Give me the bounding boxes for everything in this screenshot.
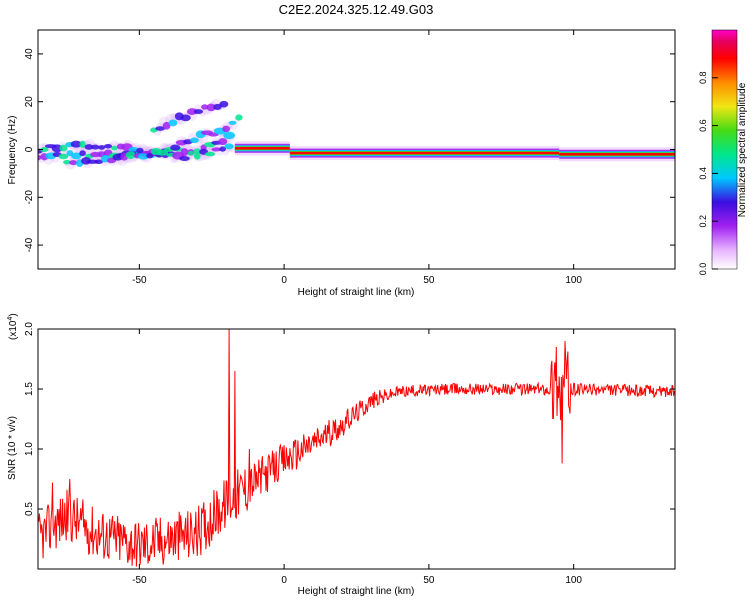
ridge-blob bbox=[63, 159, 71, 165]
y-tick-label: -40 bbox=[24, 237, 35, 252]
ridge-blob bbox=[162, 121, 171, 130]
ridge-blob bbox=[58, 153, 69, 160]
spectrogram-plot bbox=[38, 98, 675, 170]
ridge-blob bbox=[94, 159, 104, 164]
ridge-blob bbox=[204, 151, 216, 157]
ridge-blob bbox=[179, 155, 190, 162]
ridge-blob bbox=[40, 147, 49, 153]
ridge-blob bbox=[193, 152, 201, 160]
snr-ylabel: SNR (10 * v/v) bbox=[7, 416, 18, 480]
spectrogram-axes: -50 0 50 100 -40 -20 0 20 40 bbox=[24, 30, 675, 286]
ridge-blob bbox=[170, 144, 181, 151]
y-tick-label: 0 bbox=[24, 146, 35, 152]
ridge-blob bbox=[224, 143, 234, 150]
ridge-blob bbox=[219, 100, 229, 108]
ridge-blob bbox=[189, 137, 199, 144]
colorbar-tick-label: 0.8 bbox=[698, 72, 708, 85]
snr-frame bbox=[37, 328, 676, 570]
ridge-blob bbox=[128, 146, 139, 152]
ridge-blob bbox=[69, 160, 78, 166]
ridge-blob bbox=[91, 144, 100, 150]
band-segment bbox=[289, 151, 560, 155]
y-tick-label: 0.5 bbox=[24, 502, 35, 516]
ridge-blob bbox=[218, 138, 228, 146]
spectrogram-xlabel: Height of straight line (km) bbox=[298, 287, 415, 298]
ridge-blob bbox=[168, 119, 178, 127]
y-tick-label: 1.5 bbox=[24, 382, 35, 396]
ridge-blob bbox=[187, 150, 195, 156]
snr-line bbox=[38, 329, 675, 567]
ridge-blob bbox=[125, 151, 136, 160]
ridge-blob bbox=[156, 149, 169, 156]
colorbar-tick-label: 0.0 bbox=[698, 263, 708, 276]
ridge-blob bbox=[193, 109, 203, 115]
ridge-blob bbox=[201, 104, 209, 110]
snr-axes: -50 0 50 100 0.5 1.0 1.5 2.0 bbox=[24, 322, 675, 586]
ridge-blob bbox=[223, 131, 236, 140]
x-tick-label: -50 bbox=[132, 275, 147, 286]
ridge-blob bbox=[186, 108, 198, 116]
ridge-blob bbox=[51, 144, 63, 153]
colorbar-tick-label: 0.4 bbox=[698, 167, 708, 180]
snr-plot bbox=[38, 329, 675, 567]
x-tick-label: 50 bbox=[423, 575, 435, 586]
y-tick-label: 2.0 bbox=[24, 322, 35, 336]
ridge-blob bbox=[219, 146, 227, 152]
ridge-blob bbox=[235, 114, 243, 121]
ridge-blob bbox=[84, 144, 94, 150]
y-tick-label: 40 bbox=[24, 48, 35, 60]
ridge-blob bbox=[98, 145, 106, 150]
band-segment bbox=[559, 153, 675, 156]
colorbar bbox=[711, 29, 738, 270]
ridge-blob bbox=[111, 145, 118, 151]
ridge-blob bbox=[155, 126, 166, 131]
ridge-blob bbox=[70, 140, 82, 148]
ridge-blob bbox=[104, 144, 113, 149]
x-tick-label: 0 bbox=[281, 275, 287, 286]
ridge-blob bbox=[79, 150, 86, 157]
ridge-blob bbox=[146, 153, 154, 159]
ridge-blob bbox=[193, 148, 202, 155]
ridge-blob bbox=[112, 153, 124, 161]
ridge-blob bbox=[70, 152, 82, 160]
colorbar-tick-label: 0.6 bbox=[698, 119, 708, 132]
colorbar-label: Normalized spectral amplitude bbox=[737, 82, 748, 217]
ridge-blob bbox=[206, 103, 216, 112]
ridge-blob bbox=[79, 140, 86, 148]
colorbar-ticks: 0.0 0.2 0.4 0.6 0.8 bbox=[698, 72, 718, 276]
x-tick-label: 50 bbox=[423, 275, 435, 286]
ridge-blob bbox=[228, 120, 237, 125]
ridge-blob bbox=[180, 114, 191, 122]
x-tick-label: 100 bbox=[565, 575, 582, 586]
x-tick-label: 100 bbox=[565, 275, 582, 286]
ridge-blob bbox=[211, 147, 222, 152]
y-tick-label: 20 bbox=[24, 96, 35, 108]
ridge-blob bbox=[136, 147, 144, 154]
y-tick-label: -20 bbox=[24, 190, 35, 205]
snr-xlabel: Height of straight line (km) bbox=[298, 586, 415, 597]
ridge-blob bbox=[137, 153, 149, 160]
chart-title: C2E2.2024.325.12.49.G03 bbox=[279, 2, 434, 17]
ridge-blob bbox=[59, 144, 68, 152]
ridge-blob bbox=[222, 125, 231, 133]
x-tick-label: -50 bbox=[132, 575, 147, 586]
spectrogram-ylabel: Frequency (Hz) bbox=[7, 116, 18, 185]
band-segment bbox=[234, 147, 290, 150]
colorbar-tick-label: 0.2 bbox=[698, 215, 708, 228]
y-tick-label: 1.0 bbox=[24, 442, 35, 456]
snr-multiplier: (x104) bbox=[7, 313, 19, 340]
x-tick-label: 0 bbox=[281, 575, 287, 586]
ridge-blob bbox=[213, 103, 222, 111]
